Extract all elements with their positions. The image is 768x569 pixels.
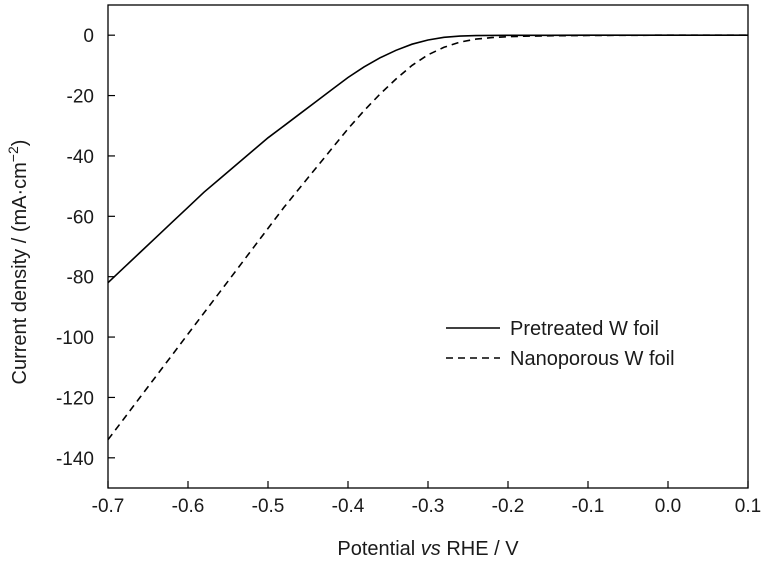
y-tick-label: -120 — [56, 388, 94, 409]
x-axis-title-italic: vs — [421, 538, 441, 560]
y-tick-label: 0 — [83, 26, 94, 47]
y-axis-title-superscript: −2 — [5, 146, 21, 162]
x-tick-label: -0.5 — [252, 496, 285, 517]
series-line-1 — [107, 34, 748, 284]
x-tick-label: -0.4 — [332, 496, 365, 517]
y-tick-label: -40 — [67, 147, 94, 168]
legend-label-1: Pretreated W foil — [510, 318, 659, 340]
y-tick-label: -100 — [56, 328, 94, 349]
x-tick-label: -0.7 — [92, 496, 125, 517]
x-tick-label: -0.1 — [572, 496, 605, 517]
y-axis-title-close: ) — [9, 140, 31, 147]
y-tick-label: -20 — [67, 87, 94, 108]
x-axis-title-suffix: RHE / V — [441, 538, 519, 560]
legend-label-2: Nanoporous W foil — [510, 348, 675, 370]
plot-frame — [107, 4, 749, 489]
x-tick-label: -0.2 — [492, 496, 525, 517]
y-axis-title-main: Current density / (mA·cm — [9, 162, 31, 384]
x-axis-title: Potential vs RHE / V — [337, 538, 519, 560]
y-axis-title: Current density / (mA·cm−2) — [5, 140, 31, 385]
series-line-2 — [107, 34, 748, 441]
x-tick-label: 0.0 — [655, 496, 681, 517]
x-tick-label: -0.3 — [412, 496, 445, 517]
x-tick-label: 0.1 — [735, 496, 761, 517]
y-tick-label: -60 — [67, 207, 94, 228]
x-axis-title-prefix: Potential — [337, 538, 420, 560]
x-tick-label: -0.6 — [172, 496, 205, 517]
y-tick-label: -80 — [67, 268, 94, 289]
y-tick-label: -140 — [56, 449, 94, 470]
